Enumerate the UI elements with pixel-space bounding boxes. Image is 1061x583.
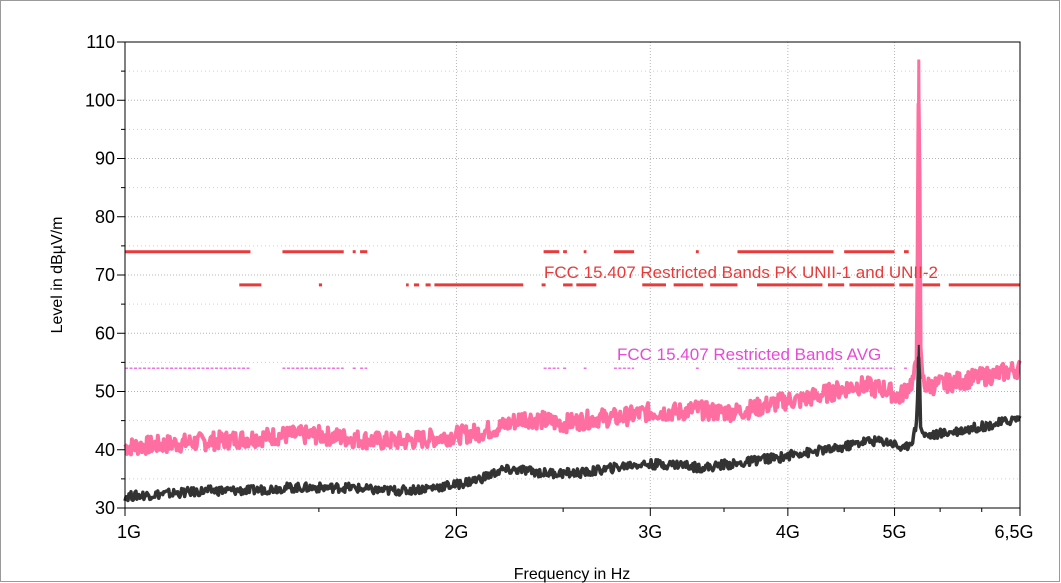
series-average-trace <box>123 356 1022 503</box>
tick-labels: 30 40 50 60 70 80 90 100 110 1G 2G 3G 4G 5G 6,5G <box>85 32 1034 542</box>
x-tick-label: 3G <box>638 522 662 542</box>
data-series <box>123 59 1022 503</box>
series-peak-trace <box>123 102 1022 457</box>
y-tick-label: 30 <box>95 498 115 518</box>
x-axis-title: Frequency in Hz <box>514 566 631 583</box>
limit-label-average: FCC 15.407 Restricted Bands AVG <box>617 345 881 364</box>
x-tick-label: 2G <box>444 522 468 542</box>
limit-lines <box>125 250 1020 369</box>
y-tick-label: 60 <box>95 323 115 343</box>
limit-label-peak: FCC 15.407 Restricted Bands PK UNII-1 an… <box>544 263 938 282</box>
x-tick-label: 5G <box>883 522 907 542</box>
x-tick-label: 6,5G <box>994 522 1033 542</box>
y-tick-label: 70 <box>95 265 115 285</box>
y-axis-title: Level in dBµV/m <box>49 217 66 334</box>
y-tick-label: 50 <box>95 382 115 402</box>
grid <box>125 42 1020 508</box>
y-tick-label: 110 <box>86 32 115 52</box>
x-tick-label: 4G <box>776 522 800 542</box>
y-tick-label: 90 <box>95 149 115 169</box>
series-average-spike <box>915 344 922 427</box>
axis-ticks <box>117 41 1021 516</box>
y-tick-label: 80 <box>95 207 115 227</box>
y-tick-label: 100 <box>85 90 115 110</box>
x-tick-label: 1G <box>117 522 141 542</box>
series-peak-spike <box>915 59 923 363</box>
y-tick-label: 40 <box>95 440 115 460</box>
